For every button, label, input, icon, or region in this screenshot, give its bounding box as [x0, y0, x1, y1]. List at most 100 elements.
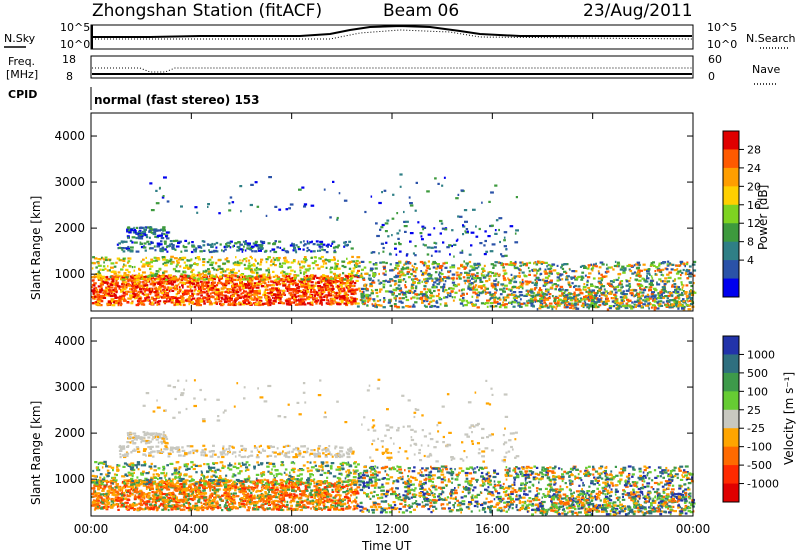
echo-mark	[366, 288, 369, 291]
echo-mark	[410, 283, 415, 286]
echo-mark	[669, 293, 672, 297]
echo-mark	[327, 243, 330, 246]
echo-mark	[336, 280, 341, 283]
echo-mark	[138, 277, 141, 280]
echo-mark	[434, 177, 437, 180]
echo-mark	[462, 293, 465, 296]
echo-mark	[401, 306, 405, 309]
echo-mark	[121, 278, 126, 281]
echo-mark	[351, 285, 355, 288]
echo-mark	[544, 272, 548, 275]
echo-mark	[245, 275, 249, 278]
echo-mark	[421, 294, 424, 298]
echo-mark	[563, 298, 567, 301]
echo-mark	[163, 280, 167, 283]
echo-mark	[348, 287, 350, 290]
echo-mark	[99, 268, 102, 271]
echo-mark	[183, 246, 188, 249]
echo-mark	[341, 260, 346, 263]
echo-mark	[443, 283, 446, 286]
echo-mark	[486, 291, 490, 294]
echo-mark	[435, 267, 438, 270]
echo-mark	[334, 295, 338, 298]
echo-mark	[578, 300, 582, 303]
echo-mark	[95, 303, 98, 306]
echo-mark	[681, 291, 684, 295]
echo-mark	[292, 282, 296, 285]
echo-mark	[307, 295, 310, 298]
echo-mark	[194, 280, 198, 283]
echo-mark	[318, 257, 320, 260]
echo-mark	[212, 278, 216, 281]
echo-mark	[116, 257, 121, 260]
echo-mark	[350, 273, 354, 276]
echo-mark	[412, 279, 414, 282]
echo-mark	[364, 272, 368, 275]
echo-mark	[167, 282, 171, 285]
echo-mark	[137, 230, 141, 233]
echo-mark	[446, 246, 450, 249]
echo-mark	[556, 272, 560, 275]
echo-mark	[139, 280, 141, 283]
echo-mark	[652, 295, 657, 298]
echo-mark	[144, 226, 147, 229]
echo-mark	[196, 211, 199, 214]
echo-mark	[412, 303, 415, 306]
echo-mark	[578, 288, 581, 291]
echo-mark	[666, 297, 669, 300]
echo-mark	[133, 265, 136, 269]
echo-mark	[528, 273, 531, 276]
echo-mark	[271, 287, 274, 290]
echo-mark	[637, 270, 640, 274]
echo-mark	[636, 272, 638, 275]
echo-mark	[462, 299, 466, 302]
echo-mark	[320, 279, 323, 282]
echo-mark	[668, 262, 672, 265]
echo-mark	[569, 298, 573, 302]
echo-mark	[368, 261, 372, 264]
echo-mark	[271, 291, 274, 294]
echo-mark	[126, 247, 130, 250]
echo-mark	[462, 276, 466, 279]
echo-mark	[149, 271, 153, 274]
echo-mark	[591, 291, 595, 294]
echo-mark	[265, 258, 269, 261]
echo-mark	[212, 288, 216, 291]
echo-mark	[130, 302, 134, 305]
echo-mark	[426, 288, 429, 291]
echo-mark	[136, 278, 140, 281]
echo-mark	[387, 301, 391, 304]
echo-mark	[120, 285, 124, 288]
echo-mark	[113, 265, 117, 268]
echo-mark	[191, 280, 195, 283]
echo-mark	[378, 252, 380, 255]
echo-mark	[355, 302, 360, 305]
echo-mark	[149, 267, 152, 271]
echo-mark	[272, 296, 274, 299]
echo-mark	[258, 249, 262, 252]
echo-mark	[398, 300, 403, 303]
echo-mark	[569, 285, 572, 288]
echo-mark	[636, 299, 639, 302]
echo-mark	[147, 296, 150, 299]
echo-mark	[403, 291, 407, 295]
echo-mark	[210, 287, 215, 290]
echo-mark	[227, 488, 232, 491]
echo-mark	[400, 274, 403, 277]
echo-mark	[269, 297, 271, 300]
echo-mark	[145, 284, 149, 287]
echo-mark	[259, 263, 262, 266]
echo-mark	[472, 291, 477, 294]
echo-mark	[154, 291, 157, 294]
echo-mark	[253, 277, 256, 280]
echo-mark	[153, 287, 158, 290]
echo-mark	[383, 299, 386, 302]
echo-mark	[201, 240, 205, 243]
echo-mark	[573, 291, 576, 294]
echo-mark	[259, 247, 264, 250]
echo-mark	[673, 283, 677, 286]
echo-mark	[256, 508, 260, 511]
echo-mark	[614, 295, 618, 298]
echo-mark	[358, 261, 361, 264]
echo-mark	[357, 265, 361, 268]
